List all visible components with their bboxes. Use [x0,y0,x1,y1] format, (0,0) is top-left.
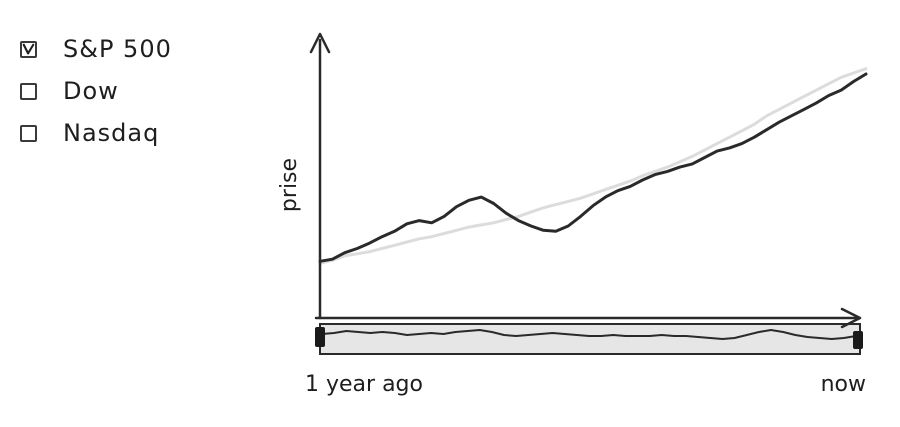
range-start-handle[interactable] [315,327,325,347]
series-line-1 [318,67,868,265]
series-layer [318,67,868,265]
legend-item-sp500[interactable]: S&P 500 [20,28,172,70]
legend-label-dow: Dow [63,77,119,105]
legend-item-dow[interactable]: Dow [20,70,172,112]
legend-label-sp500: S&P 500 [63,35,172,63]
overview-layer [321,329,857,340]
sp500-checkbox[interactable] [20,40,37,58]
checkmark-icon [22,43,35,54]
range-end-handle[interactable] [853,331,863,349]
series-line-0 [318,72,868,263]
legend-label-nasdaq: Nasdaq [63,119,160,147]
x-axis-arrow-icon [840,307,862,329]
range-navigator[interactable] [319,323,861,355]
legend-item-nasdaq[interactable]: Nasdaq [20,112,172,154]
y-axis-label: prise [277,158,302,212]
range-start-label: 1 year ago [305,372,423,397]
series-legend: S&P 500 Dow Nasdaq [20,28,172,154]
overview-line [321,329,857,340]
dow-checkbox[interactable] [20,82,37,100]
nasdaq-checkbox[interactable] [20,124,37,142]
y-axis-arrow-icon [309,32,331,54]
range-end-label: now [821,372,866,397]
